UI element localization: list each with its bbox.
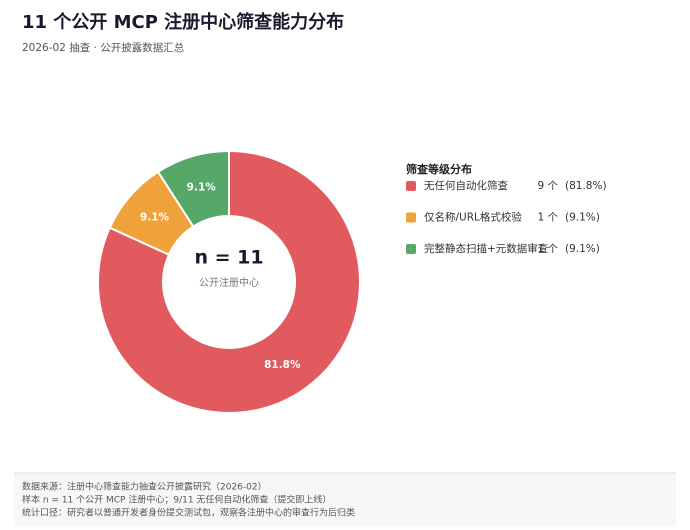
center-text: n = 11 xyxy=(194,247,263,269)
legend-count: 9 个 xyxy=(537,180,558,192)
legend-count: 1 个 xyxy=(537,243,558,255)
legend-label: 完整静态扫描+元数据审查 xyxy=(424,242,549,255)
footer-line: 数据来源：注册中心筛查能力抽查公开披露研究（2026-02） xyxy=(22,481,267,493)
legend-swatch xyxy=(406,181,416,191)
footer-background xyxy=(14,473,676,526)
slice-label: 81.8% xyxy=(264,359,301,371)
legend-swatch xyxy=(406,244,416,254)
slice-label: 9.1% xyxy=(140,212,170,224)
legend-count: 1 个 xyxy=(537,212,558,224)
slice-label: 9.1% xyxy=(187,181,217,193)
legend-percent: (81.8%) xyxy=(565,180,607,192)
footer-line: 统计口径：研究者以普通开发者身份提交测试包，观察各注册中心的审查行为后归类 xyxy=(22,507,355,519)
chart-subtitle: 2026-02 抽查 · 公开披露数据汇总 xyxy=(22,41,185,54)
legend-title: 筛查等级分布 xyxy=(406,162,472,176)
pie-slice xyxy=(156,149,230,228)
center-subtext: 公开注册中心 xyxy=(199,276,259,289)
legend-swatch xyxy=(406,212,416,223)
legend-percent: (9.1%) xyxy=(565,212,600,224)
legend-label: 仅名称/URL格式校验 xyxy=(424,211,522,224)
chart-title: 11 个公开 MCP 注册中心筛查能力分布 xyxy=(22,11,344,33)
legend-label: 无任何自动化筛查 xyxy=(424,179,508,192)
legend-percent: (9.1%) xyxy=(565,243,600,255)
pie-slice xyxy=(97,149,361,414)
footer-line: 样本 n = 11 个公开 MCP 注册中心；9/11 无任何自动化筛查（提交即… xyxy=(22,494,331,506)
